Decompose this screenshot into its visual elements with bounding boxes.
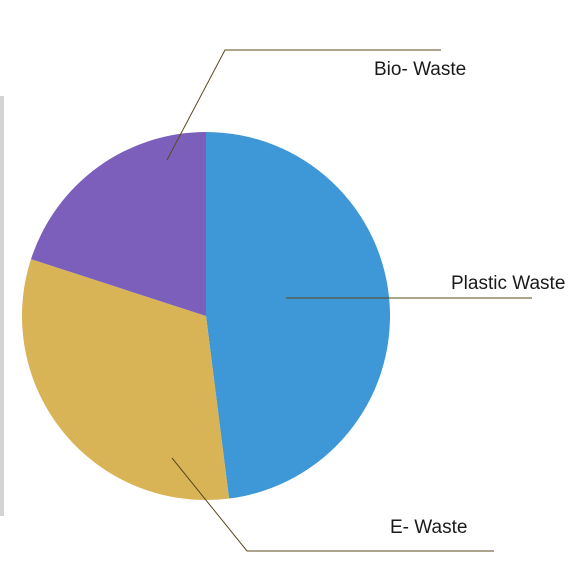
pie-slice-plastic-waste: [206, 132, 391, 499]
leader-line: [171, 457, 494, 552]
pie-slice-bio-waste: [31, 132, 207, 316]
leader-lines: [166, 49, 532, 552]
leader-line: [166, 49, 441, 161]
left-border-rule: [0, 96, 4, 516]
slice-label: Bio- Waste: [374, 59, 466, 80]
pie-slices: [22, 132, 391, 501]
slice-label: E- Waste: [390, 517, 467, 538]
pie-slice-e-waste: [22, 259, 230, 501]
slice-label: Plastic Waste: [451, 273, 565, 294]
slice-labels: Plastic Waste E- Waste Bio- Waste: [374, 59, 565, 538]
